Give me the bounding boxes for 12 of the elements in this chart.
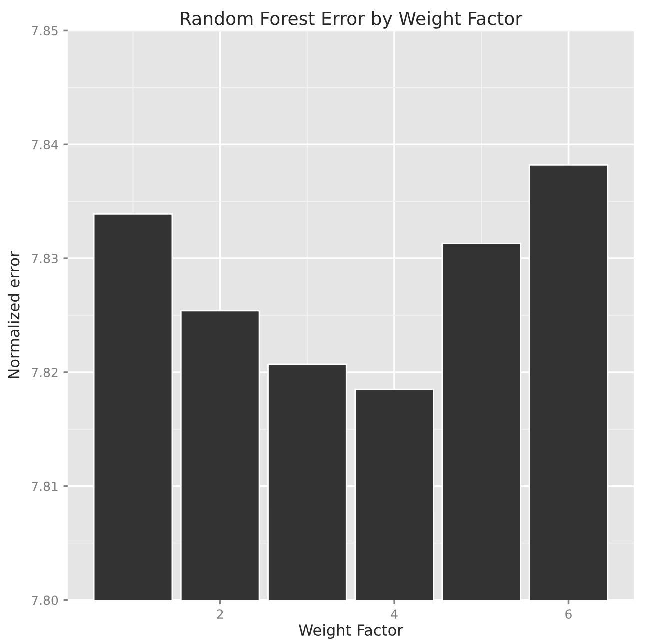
y-tick-label: 7.84	[32, 140, 58, 150]
x-tick-label: 6	[566, 610, 572, 620]
chart-title: Random Forest Error by Weight Factor	[181, 11, 523, 29]
y-axis-title: Normalized error	[8, 251, 20, 378]
y-tick-label: 7.85	[32, 26, 58, 36]
y-tick-label: 7.80	[32, 596, 58, 606]
y-tick-label: 7.82	[32, 368, 58, 378]
y-tick-label: 7.81	[32, 482, 58, 492]
x-axis-title: Weight Factor	[299, 624, 404, 640]
x-tick-label: 4	[391, 610, 398, 619]
x-tick-label: 2	[217, 610, 224, 619]
y-tick-label: 7.83	[32, 254, 58, 264]
